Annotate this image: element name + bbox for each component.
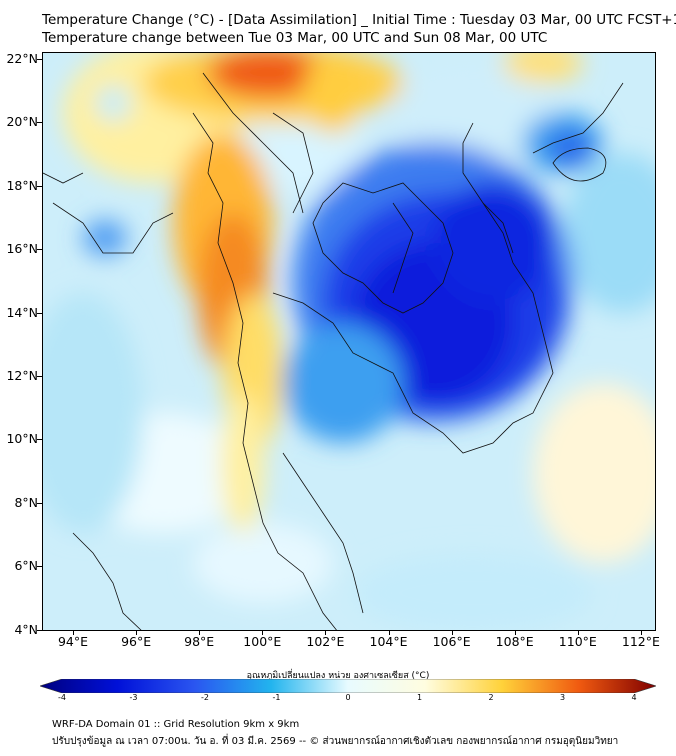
lon-tick-label: 102°E xyxy=(306,634,345,649)
lat-tick-mark xyxy=(37,566,42,568)
lon-tick-mark xyxy=(451,631,453,635)
lon-tick-label: 94°E xyxy=(57,634,89,649)
temperature-change-map xyxy=(42,52,656,631)
colorbar-tick-label: 1 xyxy=(416,693,423,702)
footer-grid-info: WRF-DA Domain 01 :: Grid Resolution 9km … xyxy=(52,719,300,730)
lat-tick-label: 20°N xyxy=(6,114,38,130)
lon-tick-label: 106°E xyxy=(432,634,471,649)
lat-tick-label: 14°N xyxy=(6,304,38,320)
lat-tick-mark xyxy=(37,376,42,377)
map-subtitle: Temperature change between Tue 03 Mar, 0… xyxy=(42,30,548,46)
lat-tick-label: 10°N xyxy=(6,431,38,447)
lat-tick-mark xyxy=(37,185,42,187)
colorbar-tick-label: -3 xyxy=(129,693,138,702)
coastlines xyxy=(43,72,624,630)
lat-tick-label: 18°N xyxy=(6,177,38,193)
map-title: Temperature Change (°C) - [Data Assimila… xyxy=(42,12,676,28)
lat-tick-mark xyxy=(37,439,42,441)
temperature-field xyxy=(43,53,655,630)
lon-tick-mark xyxy=(199,631,201,635)
lon-tick-mark xyxy=(640,631,642,635)
lat-tick-label: 16°N xyxy=(6,241,38,257)
lat-tick-mark xyxy=(37,249,42,251)
lat-tick-label: 22°N xyxy=(6,51,38,66)
lat-tick-mark xyxy=(37,312,42,314)
lat-tick-label: 12°N xyxy=(6,368,38,383)
lat-tick-mark xyxy=(37,122,42,124)
lon-tick-label: 112°E xyxy=(621,634,660,649)
lon-tick-mark xyxy=(73,631,74,635)
lon-tick-label: 100°E xyxy=(243,634,282,649)
lon-tick-label: 104°E xyxy=(369,634,408,649)
lon-tick-mark xyxy=(325,631,327,635)
map-canvas xyxy=(43,53,655,630)
colorbar-tick-label: -2 xyxy=(201,693,209,702)
colorbar xyxy=(40,679,656,693)
lon-tick-mark xyxy=(136,631,138,635)
colorbar-tick-label: -1 xyxy=(272,693,281,702)
colorbar-tick-label: 4 xyxy=(631,693,637,702)
colorbar-tick-label: 3 xyxy=(559,693,566,702)
lat-tick-label: 4°N xyxy=(14,621,38,637)
colorbar-label: อุณหภูมิเปลี่ยนแปลง หน่วย องศาเซลเซียส (… xyxy=(246,671,430,681)
lat-tick-mark xyxy=(37,629,42,631)
colorbar-tick-label: 2 xyxy=(488,693,494,702)
lon-tick-mark xyxy=(262,631,264,635)
lat-tick-mark xyxy=(37,59,42,60)
lon-tick-label: 98°E xyxy=(184,634,215,649)
lon-tick-label: 110°E xyxy=(558,634,597,649)
colorbar-gradient xyxy=(40,679,656,693)
colorbar-tick-label: 0 xyxy=(345,693,351,702)
colorbar-tick-label: -4 xyxy=(58,693,66,702)
lat-tick-label: 6°N xyxy=(14,558,38,574)
lon-tick-label: 96°E xyxy=(121,634,152,649)
lat-tick-label: 8°N xyxy=(14,494,38,510)
lon-tick-mark xyxy=(514,631,516,635)
footer-update-info: ปรับปรุงข้อมูล ณ เวลา 07:00น. วัน อ. ที่… xyxy=(52,736,619,747)
lon-tick-label: 108°E xyxy=(495,634,534,649)
lon-tick-mark xyxy=(388,631,390,635)
lon-tick-mark xyxy=(577,631,579,635)
lat-tick-mark xyxy=(37,502,42,504)
